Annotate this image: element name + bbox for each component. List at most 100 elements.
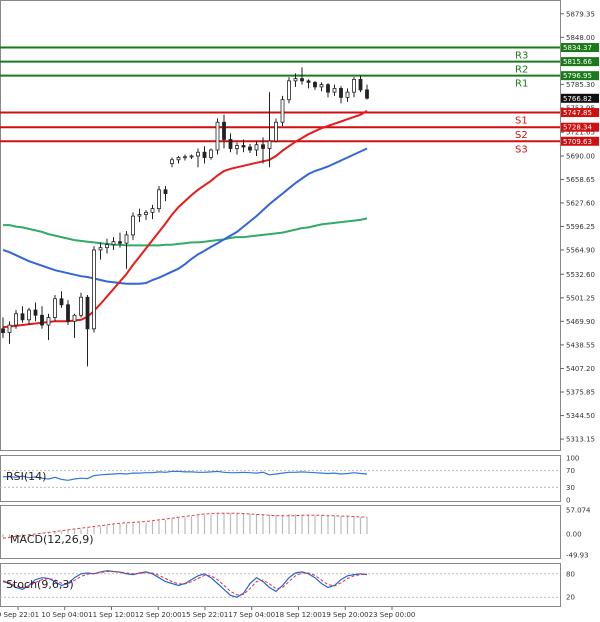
candle-body bbox=[176, 157, 181, 161]
candle-body bbox=[313, 81, 317, 88]
price-tick-label: 5407.20 bbox=[566, 365, 595, 373]
price-tick-label: 5532.60 bbox=[566, 271, 595, 279]
candle-body bbox=[183, 156, 187, 159]
candle-body bbox=[202, 151, 207, 158]
candle-body bbox=[85, 296, 90, 330]
level-label-s1: S1 bbox=[515, 116, 528, 127]
candle-body bbox=[196, 151, 200, 157]
candle-body bbox=[339, 87, 343, 98]
rsi-tick-label: 0 bbox=[566, 497, 570, 505]
price-tick-label: 5690.00 bbox=[566, 153, 595, 161]
macd-panel: 57.074 0.00 -49.93 bbox=[2, 507, 591, 559]
price-tag-label: 5728.34 bbox=[563, 124, 592, 132]
candlesticks bbox=[1, 67, 369, 367]
stoch-d-line bbox=[2, 571, 368, 596]
candle-body bbox=[332, 87, 337, 93]
candle-body bbox=[137, 214, 142, 217]
price-tag-label: 5834.37 bbox=[563, 44, 592, 52]
candle-body bbox=[235, 145, 239, 149]
candle-body bbox=[319, 84, 324, 88]
candle-body bbox=[72, 314, 77, 322]
time-tick-label: 15 Sep 22:01 bbox=[182, 611, 229, 619]
candle-body bbox=[352, 78, 356, 93]
candle-body bbox=[7, 324, 12, 333]
candle-body bbox=[111, 241, 116, 246]
macd-tick-label: -49.93 bbox=[566, 551, 589, 559]
price-tick-label: 5596.25 bbox=[566, 223, 595, 231]
rsi-line bbox=[2, 470, 368, 481]
macd-tick-label: 0.00 bbox=[566, 531, 582, 539]
price-tick-label: 5721.65 bbox=[566, 129, 595, 137]
candle-body bbox=[14, 313, 18, 326]
candle-body bbox=[267, 140, 272, 149]
candle-body bbox=[365, 89, 369, 99]
candle-body bbox=[280, 99, 285, 123]
price-tag-box bbox=[561, 71, 599, 81]
rsi-panel-frame bbox=[0, 455, 561, 502]
stoch-tick-label: 80 bbox=[566, 570, 575, 578]
candle-body bbox=[163, 189, 168, 194]
candle-body bbox=[189, 155, 194, 158]
candle-body bbox=[170, 159, 174, 164]
price-tick-label: 5375.85 bbox=[566, 389, 595, 397]
candle-body bbox=[46, 317, 51, 326]
candle-body bbox=[144, 211, 148, 216]
candle-body bbox=[98, 247, 103, 251]
candle-body bbox=[300, 78, 304, 82]
price-tag-box bbox=[561, 122, 599, 132]
macd-panel-frame bbox=[0, 505, 561, 559]
price-tick-label: 5658.65 bbox=[566, 176, 595, 184]
price-tag-box bbox=[561, 93, 599, 103]
rsi-label: RSI(14) bbox=[6, 470, 46, 483]
time-axis: 9 Sep 22:01 10 Sep 04:00 11 Sep 12:00 12 Se… bbox=[0, 607, 415, 619]
level-label-s3: S3 bbox=[515, 144, 528, 155]
macd-signal-line bbox=[2, 512, 368, 539]
price-tag-label: 5766.82 bbox=[563, 95, 592, 103]
price-tick-label: 5313.15 bbox=[566, 436, 595, 444]
candle-body bbox=[157, 189, 161, 209]
candle-body bbox=[40, 314, 44, 326]
macd-label: MACD(12,26,9) bbox=[10, 533, 94, 546]
rsi-panel: 100 70 30 0 bbox=[0, 455, 579, 505]
price-tag-box bbox=[561, 136, 599, 146]
price-tick-label: 5564.90 bbox=[566, 246, 595, 254]
candle-body bbox=[105, 244, 109, 249]
candle-body bbox=[79, 296, 83, 316]
price-tick-label: 5438.55 bbox=[566, 341, 595, 349]
price-tag-label: 5815.66 bbox=[563, 58, 592, 66]
rsi-tick-label: 100 bbox=[566, 455, 579, 463]
candle-body bbox=[228, 139, 233, 149]
stoch-panel: 80 20 bbox=[0, 570, 575, 602]
time-tick-label: 18 Sep 12:00 bbox=[275, 611, 322, 619]
time-tick-label: 12 Sep 20:00 bbox=[135, 611, 182, 619]
macd-tick-label: 57.074 bbox=[566, 507, 591, 515]
price-tag-box bbox=[561, 108, 599, 118]
price-tag-box bbox=[561, 43, 599, 53]
candle-body bbox=[92, 249, 96, 330]
level-label-r2: R2 bbox=[515, 65, 528, 76]
candle-body bbox=[241, 145, 246, 148]
price-tag-box bbox=[561, 57, 599, 67]
price-tag-label: 5796.95 bbox=[563, 72, 592, 80]
candle-body bbox=[131, 215, 135, 236]
rsi-tick-label: 30 bbox=[566, 484, 575, 492]
price-tick-label: 5848.00 bbox=[566, 34, 595, 42]
price-tick-label: 5344.50 bbox=[566, 412, 595, 420]
candle-body bbox=[274, 121, 278, 142]
candle-body bbox=[118, 241, 122, 244]
moving-averages bbox=[2, 110, 368, 329]
candle-body bbox=[124, 234, 129, 244]
panel-frames bbox=[0, 0, 561, 607]
price-tick-label: 5785.30 bbox=[566, 81, 595, 89]
candle-body bbox=[222, 121, 226, 140]
candle-body bbox=[1, 328, 5, 333]
time-tick-label: 23 Sep 00:00 bbox=[369, 611, 416, 619]
time-tick-label: 10 Sep 04:00 bbox=[41, 611, 88, 619]
time-tick-label: 17 Sep 04:00 bbox=[228, 611, 275, 619]
candle-body bbox=[66, 304, 70, 322]
time-tick-label: 9 Sep 22:01 bbox=[0, 611, 39, 619]
candle-body bbox=[254, 144, 259, 151]
candle-body bbox=[59, 298, 64, 306]
price-tags: 5834.37 5815.66 5796.95 5766.82 5747.85 5728.… bbox=[561, 43, 599, 146]
